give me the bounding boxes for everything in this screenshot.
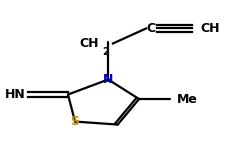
Text: CH: CH [201,22,220,35]
Text: S: S [71,115,80,128]
Text: 2: 2 [103,47,109,57]
Text: HN: HN [5,88,25,101]
Text: N: N [103,73,113,86]
Text: C: C [146,22,155,35]
Text: Me: Me [177,93,198,106]
Text: CH: CH [79,37,99,50]
